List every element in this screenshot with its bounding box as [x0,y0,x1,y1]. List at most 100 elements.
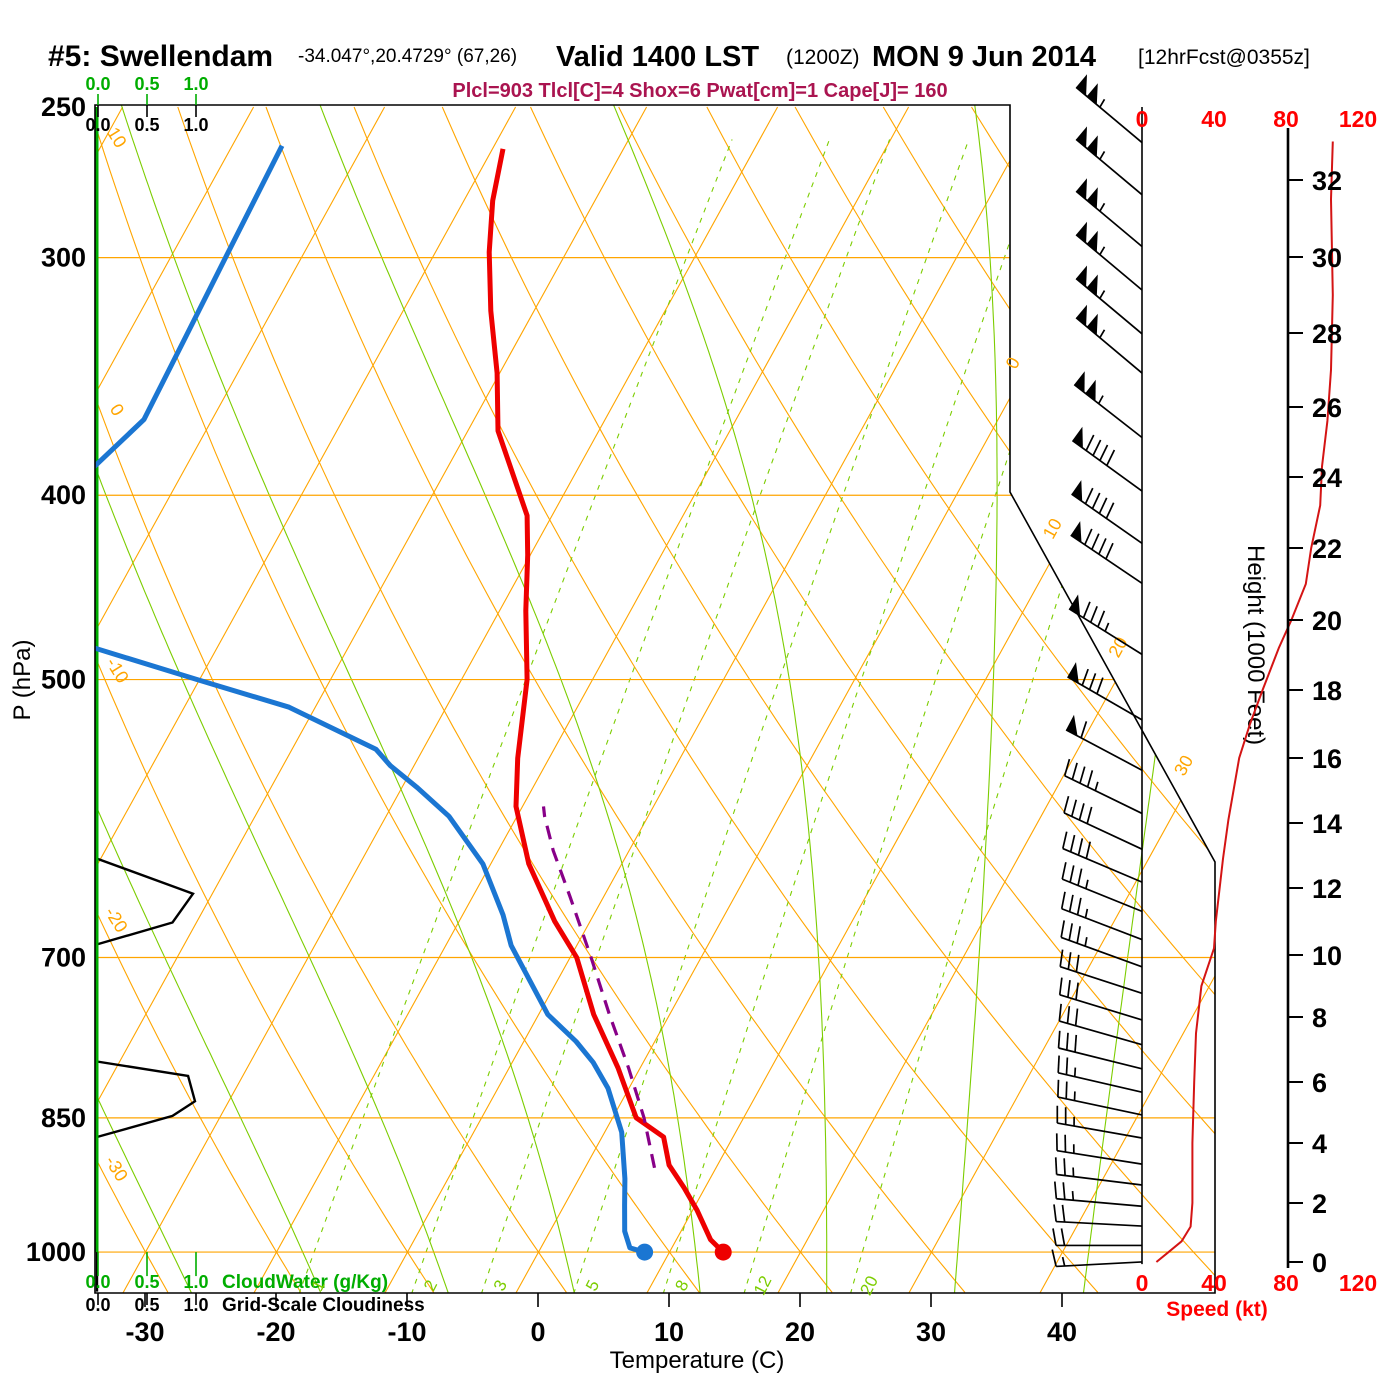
svg-text:120: 120 [1339,1270,1377,1296]
svg-text:-30: -30 [101,1152,132,1185]
wind-barb [1068,594,1143,656]
dewpoint-curve [95,144,646,1255]
svg-text:22: 22 [1312,534,1342,564]
svg-text:4: 4 [1312,1129,1327,1159]
wind-barb [1059,949,1143,995]
height-axis-label: Height (1000 Feet) [1242,545,1269,745]
wind-barb [1057,1079,1143,1116]
parcel-curve [541,806,657,1169]
svg-text:0.0: 0.0 [85,74,110,94]
wind-barb [1065,714,1143,771]
svg-text:0: 0 [1312,1248,1327,1278]
svg-text:16: 16 [1312,744,1342,774]
svg-text:0.5: 0.5 [134,1272,159,1292]
wind-barb [1060,891,1143,941]
svg-text:3: 3 [490,1277,511,1294]
svg-text:0: 0 [1136,1270,1149,1296]
svg-text:2: 2 [1312,1189,1327,1219]
surface-dewpoint-dot [636,1243,654,1261]
wind-barb [1067,662,1143,721]
wind-barb [1056,1105,1143,1139]
speed-axis-label: Speed (kt) [1166,1298,1268,1321]
svg-text:500: 500 [41,665,86,695]
svg-text:0.0: 0.0 [85,1272,110,1292]
svg-text:10: 10 [654,1317,684,1347]
svg-text:80: 80 [1273,106,1299,132]
wind-barb [1075,265,1143,335]
wind-barb [1063,795,1143,850]
svg-text:80: 80 [1273,1270,1299,1296]
wind-barb [1075,126,1143,196]
wind-barb [1058,1003,1143,1046]
svg-text:10: 10 [1039,515,1066,542]
temperature-axis-label: Temperature (C) [610,1347,785,1374]
svg-text:40: 40 [1201,1270,1227,1296]
svg-text:120: 120 [1339,106,1377,132]
svg-text:12: 12 [1312,874,1342,904]
wind-barb [1061,862,1143,913]
wind-barb [1054,1157,1143,1186]
svg-text:1.0: 1.0 [183,74,208,94]
wind-barb [1075,304,1143,374]
svg-text:40: 40 [1201,106,1227,132]
dry-adiabat-left-labels: 100-10-20-30 [101,124,133,1185]
wind-barb [1052,1228,1142,1247]
svg-text:14: 14 [1312,809,1342,839]
svg-text:-20: -20 [256,1317,295,1347]
svg-text:20: 20 [785,1317,815,1347]
valid-time-label: Valid 1400 LST [556,41,759,73]
surface-temperature-dot [714,1243,732,1261]
svg-text:0: 0 [530,1317,545,1347]
wind-barb [1071,480,1143,545]
wind-barb [1053,1181,1143,1208]
wind-barb [1060,920,1143,968]
speed-curve [1155,141,1334,1263]
svg-text:1000: 1000 [26,1237,86,1267]
svg-text:12: 12 [750,1273,776,1298]
plot-border [94,104,1216,1294]
svg-text:5: 5 [582,1277,603,1294]
svg-text:26: 26 [1312,393,1342,423]
svg-text:40: 40 [1047,1317,1077,1347]
svg-text:0.0: 0.0 [85,1295,110,1315]
svg-text:0: 0 [1136,106,1149,132]
wind-barb [1071,426,1143,492]
cloudwater-axis-label: CloudWater (g/Kg) [222,1272,388,1293]
cloudiness-axis-label: Grid-Scale Cloudiness [222,1295,425,1316]
svg-text:20: 20 [856,1273,882,1298]
svg-text:6: 6 [1312,1068,1327,1098]
svg-text:250: 250 [41,92,86,122]
wind-barb [1053,1204,1143,1227]
svg-text:24: 24 [1312,463,1342,493]
page-title: #5: Swellendam [48,40,273,73]
svg-text:18: 18 [1312,676,1342,706]
wind-barb [1055,1133,1143,1165]
svg-text:20: 20 [1104,633,1131,660]
temperature-axis: -30 -20 -10 0 10 20 30 40 [125,1293,1077,1347]
cloud-scales: 0.0 0.0 0.0 0.0 0.5 0.5 0.5 0.5 1.0 1.0 1.0 1.0 [85,74,208,1315]
svg-text:1.0: 1.0 [183,1295,208,1315]
svg-text:850: 850 [41,1103,86,1133]
svg-text:-30: -30 [125,1317,164,1347]
svg-text:0.0: 0.0 [85,115,110,135]
svg-text:0.5: 0.5 [134,1295,159,1315]
wind-barb [1062,831,1143,883]
wind-barb [1057,1055,1143,1094]
svg-text:32: 32 [1312,166,1342,196]
wind-barb [1057,1030,1143,1070]
wind-barb [1063,758,1143,815]
svg-text:10: 10 [1312,941,1342,971]
pressure-gridlines [95,256,1215,1253]
pressure-axis-label: P (hPa) [9,640,36,721]
wind-barb [1075,178,1143,248]
wind-barb [1073,371,1143,439]
moist-adiabat-lines [95,105,1215,1293]
svg-text:30: 30 [1312,243,1342,273]
wind-barb [1058,977,1143,1021]
wind-barbs [1051,74,1143,1268]
svg-text:30: 30 [916,1317,946,1347]
svg-text:1.0: 1.0 [183,115,208,135]
